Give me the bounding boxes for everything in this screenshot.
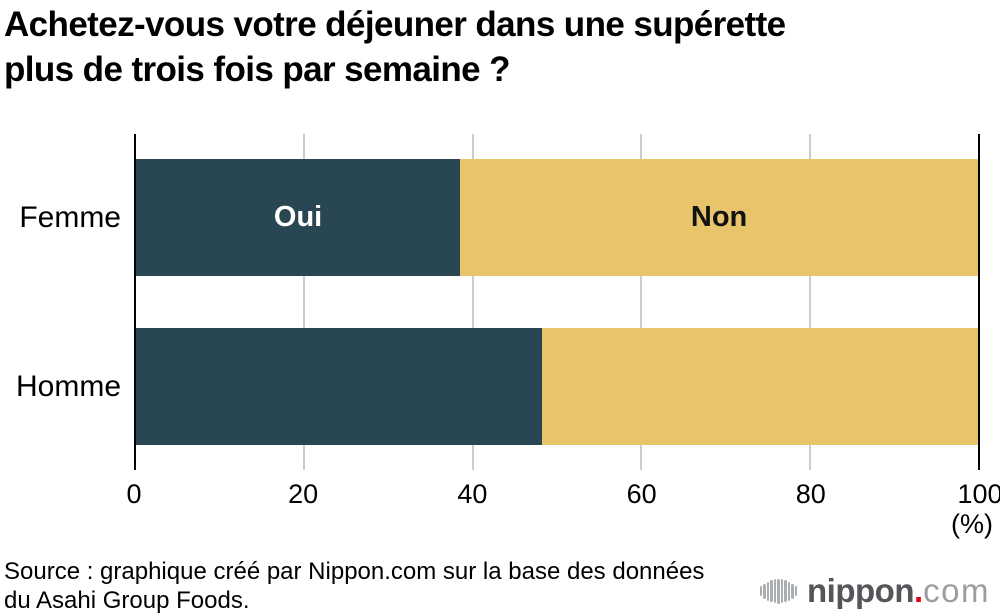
chart-title: Achetez-vous votre déjeuner dans une sup… (4, 2, 786, 92)
x-tick-label-40: 40 (457, 479, 488, 509)
nippon-logo-text: nippon. com (807, 572, 990, 610)
bar-homme-oui-segment (136, 328, 542, 445)
gridline-80 (808, 134, 811, 470)
source-note-line2: du Asahi Group Foods. (4, 587, 250, 614)
gridlines (136, 134, 978, 470)
x-tick-label-100: 100 (957, 479, 1000, 509)
x-tick-label-60: 60 (626, 479, 657, 509)
x-tick-label-80: 80 (795, 479, 826, 509)
bar-row-homme (136, 328, 978, 445)
logo-red-dot: . (913, 572, 924, 609)
logo-tld: com (923, 572, 990, 609)
x-axis-tick-labels: 0 20 40 60 80 100 (126, 479, 1000, 509)
chart-title-line1: Achetez-vous votre déjeuner dans une sup… (4, 5, 786, 44)
plot-area: Oui Non (134, 134, 980, 470)
bar-row-femme: Oui Non (136, 159, 978, 276)
gridline-60 (640, 134, 643, 470)
nippon-logo: nippon. com (759, 571, 990, 611)
segment-label-oui: Oui (273, 201, 323, 233)
bar-femme-non-segment: Non (460, 159, 978, 276)
chart-title-line2: plus de trois fois par semaine ? (4, 50, 511, 89)
gridline-40 (471, 134, 474, 470)
segment-label-non: Non (690, 201, 748, 233)
category-label-femme: Femme (19, 201, 121, 234)
soundwave-bars-icon (759, 577, 799, 605)
x-tick-label-20: 20 (288, 479, 319, 509)
source-note: Source : graphique créé par Nippon.com s… (4, 557, 704, 615)
gridline-20 (303, 134, 306, 470)
category-label-homme: Homme (15, 370, 121, 403)
logo-brand: nippon (807, 572, 914, 609)
x-tick-label-0: 0 (126, 479, 142, 509)
bar-homme-non-segment (541, 328, 978, 445)
bar-femme-oui-segment: Oui (136, 159, 461, 276)
x-axis-unit-label: (%) (951, 509, 993, 539)
source-note-line1: Source : graphique créé par Nippon.com s… (4, 558, 705, 585)
